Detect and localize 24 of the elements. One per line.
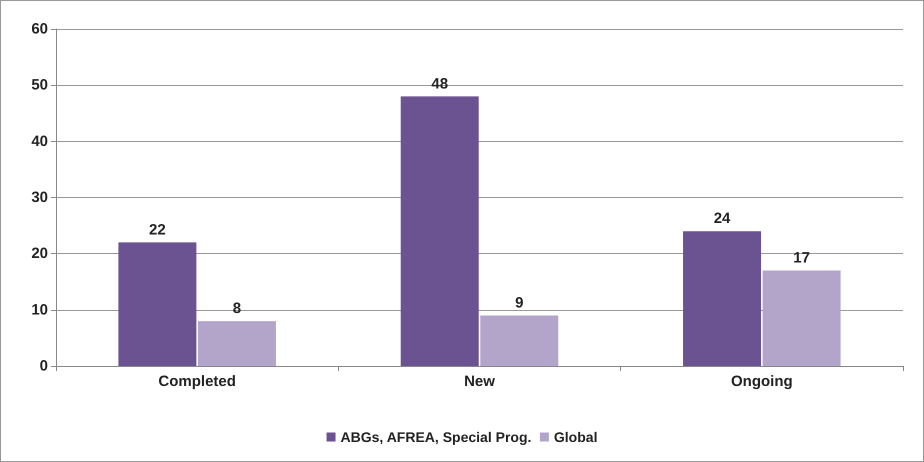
legend-label: Global — [554, 429, 598, 445]
data-label: 48 — [431, 75, 448, 92]
bar — [118, 242, 196, 366]
x-tick-label: Completed — [158, 373, 236, 390]
y-tick-label: 40 — [31, 132, 48, 150]
data-label: 24 — [714, 210, 732, 228]
bar — [480, 315, 558, 366]
data-label: 22 — [149, 221, 166, 238]
data-label: 17 — [793, 250, 810, 267]
bar — [683, 231, 762, 366]
y-tick-label: 20 — [31, 245, 48, 262]
legend-label: ABGs, AFREA, Special Prog. — [340, 429, 532, 445]
x-tick-label: Ongoing — [731, 373, 793, 390]
y-tick-label: 60 — [31, 20, 48, 38]
y-tick-label: 50 — [31, 76, 48, 94]
y-tick-label: 30 — [31, 189, 48, 206]
x-tick-label: New — [464, 373, 496, 390]
bar — [762, 270, 841, 366]
bar — [198, 321, 276, 366]
data-label: 8 — [232, 300, 242, 318]
y-tick-label: 0 — [40, 358, 48, 374]
y-tick-label: 10 — [31, 301, 48, 318]
data-label: 9 — [515, 294, 524, 312]
bar — [400, 96, 479, 366]
